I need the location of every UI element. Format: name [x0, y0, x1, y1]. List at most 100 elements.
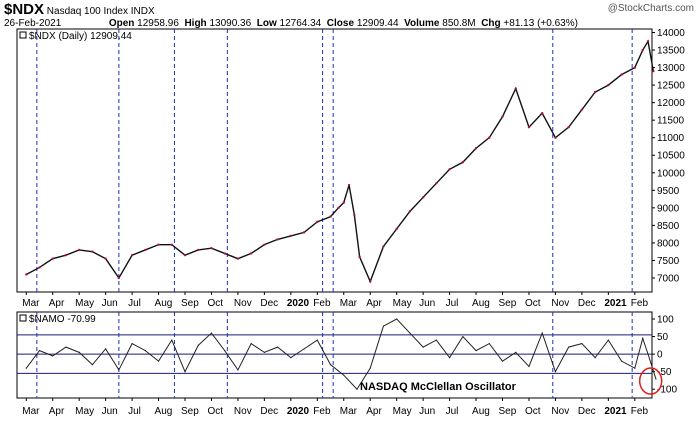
- data-point: [329, 215, 332, 218]
- y-tick-label: 9000: [657, 203, 680, 214]
- data-point: [353, 213, 356, 217]
- x-tick-label: Sep: [499, 298, 517, 309]
- x-tick-label: Mar: [340, 298, 358, 309]
- data-point: [514, 87, 517, 90]
- data-point: [144, 350, 146, 352]
- data-point: [78, 351, 80, 353]
- data-point: [501, 115, 504, 118]
- data-point: [105, 348, 107, 350]
- high-label: High: [184, 18, 207, 29]
- data-point: [276, 238, 279, 241]
- x-tick-label: Feb: [313, 406, 331, 417]
- data-point: [620, 73, 623, 76]
- legend-label: $NDX (Daily) 12909.44: [29, 31, 132, 42]
- data-point: [634, 367, 636, 369]
- data-point: [342, 201, 345, 204]
- data-point: [461, 161, 465, 164]
- data-point: [422, 346, 424, 348]
- data-point: [183, 253, 187, 257]
- x-tick-label: Apr: [49, 298, 65, 309]
- quote-date: 26-Feb-2021: [4, 18, 62, 29]
- x-tick-label: May: [393, 298, 412, 309]
- data-point: [118, 369, 120, 371]
- y-tick-label: 100: [657, 315, 674, 326]
- data-point: [527, 125, 531, 129]
- data-point: [131, 342, 133, 345]
- x-tick-label: Feb: [631, 406, 649, 417]
- oscillator-annotation: NASDAQ McClellan Oscillator: [360, 381, 517, 393]
- highlight-circle: [638, 367, 663, 395]
- data-point: [236, 257, 240, 260]
- data-point: [369, 280, 372, 283]
- x-tick-label: Sep: [181, 406, 199, 417]
- data-point: [210, 246, 213, 250]
- data-point: [475, 350, 477, 352]
- data-point: [290, 357, 292, 359]
- close-label: Close: [326, 18, 355, 29]
- x-tick-label: Mar: [22, 406, 40, 417]
- data-point: [25, 367, 27, 369]
- data-point: [144, 248, 147, 252]
- x-tick-label: Aug: [155, 406, 173, 417]
- data-point: [501, 360, 504, 362]
- volume-value: 850.8M: [442, 18, 476, 29]
- volume-label: Volume: [404, 18, 440, 29]
- x-tick-label: 2020: [287, 298, 310, 309]
- x-tick-label: May: [393, 406, 412, 417]
- data-point: [303, 348, 305, 350]
- data-point: [540, 111, 544, 115]
- data-point: [223, 252, 226, 255]
- x-tick-label: Oct: [207, 406, 223, 417]
- x-tick-label: Nov: [551, 406, 569, 417]
- data-point: [171, 339, 173, 341]
- series-line-0: [25, 39, 655, 284]
- y-tick-label: -100: [657, 385, 677, 396]
- x-tick-label: Sep: [181, 298, 199, 309]
- y-tick-label: 10500: [657, 151, 685, 162]
- data-point: [91, 364, 94, 366]
- x-tick-label: Nov: [234, 298, 252, 309]
- series-line-1: [25, 318, 657, 391]
- data-point: [249, 252, 253, 255]
- y-tick-label: 7500: [657, 256, 680, 267]
- y-tick-label: 0: [657, 350, 663, 361]
- data-point: [655, 378, 657, 380]
- data-point: [541, 332, 543, 334]
- high-value: 13090.36: [209, 18, 252, 29]
- x-tick-label: Feb: [313, 298, 331, 309]
- y-tick-label: 8500: [657, 221, 680, 232]
- data-point: [277, 346, 279, 348]
- data-point: [528, 365, 530, 368]
- data-point: [647, 353, 649, 355]
- data-point: [448, 168, 451, 171]
- data-point: [409, 332, 411, 334]
- data-point: [337, 206, 340, 210]
- data-point: [633, 66, 637, 69]
- data-point: [117, 276, 121, 280]
- data-point: [343, 374, 345, 376]
- x-tick-label: Jun: [102, 406, 118, 417]
- y-tick-label: 10000: [657, 168, 685, 179]
- data-point: [38, 350, 41, 352]
- x-tick-label: Mar: [340, 406, 358, 417]
- x-tick-label: Nov: [551, 298, 569, 309]
- x-tick-label: Oct: [207, 298, 223, 309]
- x-tick-label: Dec: [578, 406, 596, 417]
- data-point: [184, 371, 186, 373]
- x-tick-label: 2021: [604, 298, 627, 309]
- x-tick-label: Apr: [366, 406, 382, 417]
- y-tick-label: 50: [657, 332, 669, 343]
- data-point: [652, 69, 655, 73]
- quote-line: 26-Feb-2021 Open 12958.96 High 13090.36 …: [4, 18, 578, 29]
- y-tick-label: 13500: [657, 46, 685, 57]
- low-label: Low: [256, 18, 277, 29]
- open-label: Open: [108, 18, 135, 29]
- data-point: [594, 357, 596, 359]
- data-point: [593, 90, 597, 94]
- data-point: [263, 243, 266, 246]
- data-point: [641, 48, 644, 52]
- legend-label: $NAMO -70.99: [29, 314, 96, 325]
- legend-swatch: [19, 314, 27, 322]
- data-point: [462, 335, 464, 338]
- x-tick-label: Apr: [49, 406, 65, 417]
